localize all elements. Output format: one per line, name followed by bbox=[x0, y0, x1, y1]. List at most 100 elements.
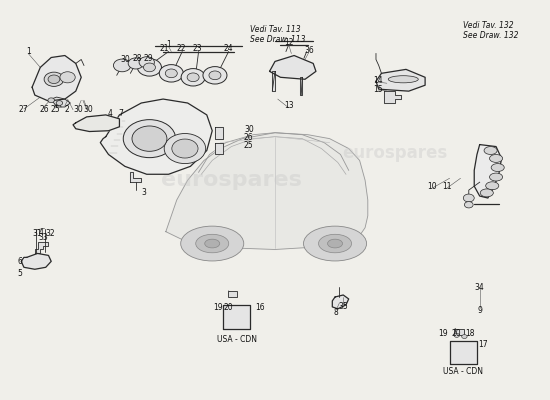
Ellipse shape bbox=[44, 72, 64, 86]
Ellipse shape bbox=[491, 164, 504, 172]
Polygon shape bbox=[215, 127, 223, 139]
Text: 24: 24 bbox=[224, 44, 233, 53]
Text: 19: 19 bbox=[438, 329, 448, 338]
Polygon shape bbox=[450, 340, 477, 364]
Text: 32: 32 bbox=[45, 229, 55, 238]
Ellipse shape bbox=[486, 182, 499, 190]
Text: 33: 33 bbox=[38, 233, 48, 242]
Ellipse shape bbox=[139, 57, 155, 68]
Ellipse shape bbox=[128, 58, 144, 69]
Text: 4: 4 bbox=[39, 228, 44, 237]
Ellipse shape bbox=[209, 71, 221, 80]
Ellipse shape bbox=[166, 69, 177, 78]
Polygon shape bbox=[270, 56, 316, 79]
Text: 30: 30 bbox=[244, 125, 254, 134]
Polygon shape bbox=[51, 97, 70, 107]
Text: 35: 35 bbox=[338, 302, 348, 310]
Ellipse shape bbox=[454, 333, 459, 337]
Ellipse shape bbox=[181, 68, 205, 86]
Polygon shape bbox=[384, 91, 400, 103]
Text: 7: 7 bbox=[119, 109, 124, 118]
Polygon shape bbox=[166, 133, 368, 250]
Text: 14: 14 bbox=[373, 76, 382, 85]
Ellipse shape bbox=[328, 239, 343, 248]
Polygon shape bbox=[130, 172, 141, 182]
Polygon shape bbox=[73, 115, 119, 132]
Text: 29: 29 bbox=[144, 54, 153, 63]
Text: eurospares: eurospares bbox=[343, 144, 448, 162]
Text: 9: 9 bbox=[477, 306, 482, 314]
Text: 4: 4 bbox=[108, 109, 113, 118]
Text: Vedi Tav. 132
See Draw. 132: Vedi Tav. 132 See Draw. 132 bbox=[463, 21, 519, 40]
Ellipse shape bbox=[480, 189, 493, 197]
Polygon shape bbox=[223, 305, 250, 329]
Text: eurospares: eurospares bbox=[161, 170, 302, 190]
Text: 19: 19 bbox=[213, 303, 223, 312]
Ellipse shape bbox=[144, 63, 156, 72]
Text: 34: 34 bbox=[475, 283, 485, 292]
Polygon shape bbox=[272, 71, 275, 91]
Text: 11: 11 bbox=[442, 182, 452, 191]
Ellipse shape bbox=[132, 126, 167, 151]
Text: 10: 10 bbox=[427, 182, 437, 191]
Polygon shape bbox=[474, 144, 502, 198]
Ellipse shape bbox=[318, 234, 351, 253]
Text: 8: 8 bbox=[334, 308, 338, 317]
Polygon shape bbox=[21, 254, 51, 269]
Text: 13: 13 bbox=[284, 101, 294, 110]
Text: USA - CDN: USA - CDN bbox=[443, 366, 483, 376]
Ellipse shape bbox=[172, 139, 198, 158]
Text: 16: 16 bbox=[255, 303, 265, 312]
Bar bbox=[454, 329, 464, 334]
Text: 5: 5 bbox=[17, 269, 22, 278]
Polygon shape bbox=[100, 99, 212, 174]
Text: 36: 36 bbox=[304, 46, 314, 55]
Text: 21: 21 bbox=[160, 44, 169, 53]
Text: 30: 30 bbox=[84, 105, 93, 114]
Text: 3: 3 bbox=[141, 188, 146, 197]
Ellipse shape bbox=[490, 173, 503, 181]
Text: 28: 28 bbox=[133, 54, 142, 63]
Ellipse shape bbox=[203, 67, 227, 84]
Polygon shape bbox=[35, 242, 48, 254]
Ellipse shape bbox=[160, 65, 183, 82]
Ellipse shape bbox=[48, 75, 60, 84]
Polygon shape bbox=[32, 56, 81, 101]
Polygon shape bbox=[332, 295, 349, 309]
Ellipse shape bbox=[138, 59, 162, 76]
Text: 27: 27 bbox=[18, 105, 28, 114]
Ellipse shape bbox=[196, 234, 229, 253]
Text: 6: 6 bbox=[17, 257, 22, 266]
Text: 20: 20 bbox=[224, 303, 233, 312]
Ellipse shape bbox=[484, 146, 497, 154]
Text: 1: 1 bbox=[166, 40, 171, 49]
Text: 31: 31 bbox=[33, 229, 42, 238]
Ellipse shape bbox=[48, 98, 54, 103]
Text: 30: 30 bbox=[120, 55, 130, 64]
Ellipse shape bbox=[123, 120, 175, 158]
Text: 26: 26 bbox=[40, 105, 49, 114]
Text: 15: 15 bbox=[373, 86, 382, 94]
Text: 30: 30 bbox=[74, 105, 84, 114]
Ellipse shape bbox=[60, 72, 75, 83]
Text: 22: 22 bbox=[177, 44, 186, 53]
Polygon shape bbox=[376, 69, 425, 91]
Ellipse shape bbox=[181, 226, 244, 261]
Ellipse shape bbox=[56, 101, 63, 105]
Ellipse shape bbox=[490, 154, 503, 162]
Polygon shape bbox=[215, 143, 223, 154]
Ellipse shape bbox=[113, 59, 131, 72]
Text: 18: 18 bbox=[466, 329, 475, 338]
Text: 25: 25 bbox=[51, 105, 60, 114]
Ellipse shape bbox=[388, 76, 419, 83]
Text: 20: 20 bbox=[452, 329, 461, 338]
Ellipse shape bbox=[205, 239, 220, 248]
Text: 26: 26 bbox=[244, 133, 254, 142]
Bar bbox=[228, 291, 238, 297]
Ellipse shape bbox=[304, 226, 366, 261]
Ellipse shape bbox=[464, 202, 473, 208]
Ellipse shape bbox=[461, 334, 467, 338]
Text: 12: 12 bbox=[284, 38, 293, 47]
Text: 17: 17 bbox=[478, 340, 488, 349]
Text: 2: 2 bbox=[64, 105, 69, 114]
